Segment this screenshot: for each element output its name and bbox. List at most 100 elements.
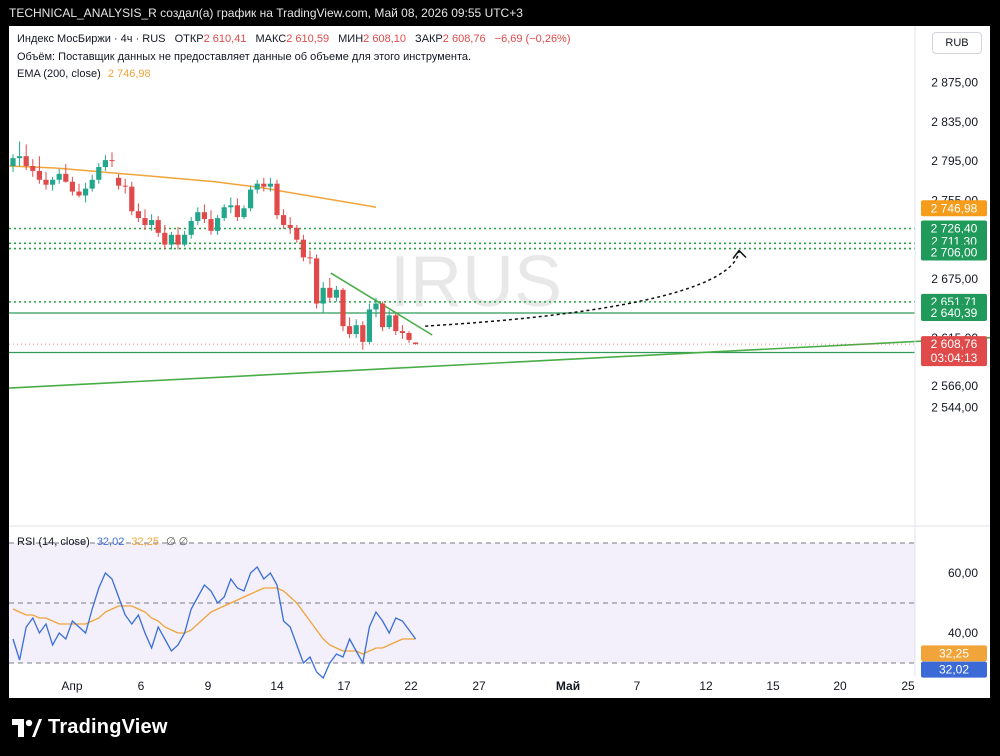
candle-body bbox=[10, 158, 16, 167]
last-price-tag-bg bbox=[921, 336, 987, 367]
candle-body bbox=[69, 181, 75, 192]
candle-body bbox=[360, 325, 366, 342]
candle-body bbox=[333, 289, 339, 298]
tradingview-logo-icon bbox=[12, 718, 42, 737]
legend-low-value: 2 608,10 bbox=[363, 33, 406, 45]
candle-body bbox=[228, 205, 234, 208]
footer-bar bbox=[0, 698, 1000, 756]
level-tag-2726-bg bbox=[921, 220, 987, 237]
candle-body bbox=[116, 177, 122, 186]
legend-ema-row[interactable]: EMA (200, close) 2 746,98 bbox=[17, 68, 151, 80]
candle-body bbox=[50, 179, 56, 185]
candle-body bbox=[208, 219, 214, 231]
legend-high-value: 2 610,59 bbox=[286, 33, 330, 45]
candle-body bbox=[287, 224, 293, 228]
chart-area[interactable]: IRUS 2 875,002 835,002 795,002 755,002 6… bbox=[9, 26, 990, 698]
legend-rsi-ma-value: 32,25 bbox=[131, 536, 159, 548]
candle-body bbox=[234, 205, 240, 218]
candle-body bbox=[380, 303, 386, 328]
rsi-layer bbox=[9, 542, 915, 680]
candle-body bbox=[327, 287, 333, 298]
price-axis-tick-label: 2 544,00 bbox=[931, 401, 978, 415]
legend-rsi-label: RSI (14, close) bbox=[17, 536, 90, 548]
last-price-tag: 2 608,76 bbox=[931, 337, 978, 351]
currency-button[interactable]: RUB bbox=[932, 32, 982, 54]
time-axis-tick-label: 20 bbox=[833, 679, 847, 693]
legend-close-label: ЗАКР bbox=[415, 33, 443, 45]
ema-price-tag-bg bbox=[921, 200, 987, 217]
candle-body bbox=[314, 258, 320, 304]
candle-body bbox=[17, 156, 23, 159]
time-axis-tick-label: 12 bbox=[699, 679, 713, 693]
candle-body bbox=[96, 166, 102, 180]
candle-body bbox=[109, 160, 115, 162]
candle-body bbox=[393, 315, 399, 332]
candle-body bbox=[201, 212, 207, 220]
price-tags-group: 2 746,982 726,402 711,302 706,002 651,71… bbox=[921, 200, 987, 678]
candle-body bbox=[221, 207, 227, 219]
time-axis-tick-label: 7 bbox=[634, 679, 641, 693]
rsi-tag-bg bbox=[921, 661, 987, 678]
candle-body bbox=[89, 179, 95, 189]
legend-change-value: −6,69 (−0,26%) bbox=[494, 33, 571, 45]
candle-body bbox=[102, 160, 108, 167]
rsi-line bbox=[12, 565, 417, 680]
legend-rsi-row[interactable]: RSI (14, close) 32,02 32,25 ∅ ∅ bbox=[17, 535, 188, 548]
candle-body bbox=[188, 221, 194, 235]
time-axis-tick-label: 27 bbox=[472, 679, 486, 693]
legend-open-label: ОТКР bbox=[174, 33, 204, 45]
rsi-axis-tick-label: 60,00 bbox=[948, 566, 978, 580]
candle-body bbox=[63, 173, 69, 182]
candle-body bbox=[241, 208, 247, 218]
level-tag-2640-bg bbox=[921, 305, 987, 322]
candle-body bbox=[347, 326, 353, 335]
rsi-ma-line bbox=[12, 587, 416, 655]
tradingview-logo-text: TradingView bbox=[48, 716, 168, 738]
candle-body bbox=[43, 179, 49, 185]
tradingview-logo[interactable]: TradingView bbox=[12, 716, 168, 739]
candle-body bbox=[300, 239, 306, 258]
time-axis-tick-label: Май bbox=[556, 679, 580, 693]
time-axis-tick-label: 6 bbox=[138, 679, 145, 693]
price-chart-svg[interactable]: IRUS 2 875,002 835,002 795,002 755,002 6… bbox=[9, 26, 990, 698]
candle-body bbox=[353, 325, 359, 335]
candle-body bbox=[399, 331, 405, 334]
legend-ohlc-row: Индекс МосБиржи · 4ч · RUS ОТКР2 610,41 … bbox=[17, 33, 571, 45]
legend-close-value: 2 608,76 bbox=[442, 33, 486, 45]
legend-volume-note: Объём: Поставщик данных не предоставляет… bbox=[17, 51, 472, 63]
candle-body bbox=[83, 188, 89, 196]
level-tag-2726: 2 726,40 bbox=[931, 221, 978, 235]
candle-body bbox=[195, 212, 201, 222]
candle-body bbox=[386, 315, 392, 328]
candle-body bbox=[254, 183, 260, 190]
candle-body bbox=[320, 287, 326, 304]
candle-body bbox=[56, 173, 62, 180]
candle-body bbox=[366, 309, 372, 342]
candle-body bbox=[413, 342, 419, 345]
price-axis-tick-label: 2 875,00 bbox=[931, 76, 978, 90]
time-axis-tick-label: 15 bbox=[766, 679, 780, 693]
ema-layer bbox=[9, 165, 377, 209]
candle-body bbox=[261, 183, 267, 187]
candle-body bbox=[30, 166, 36, 171]
candle-body bbox=[149, 220, 155, 225]
candle-body bbox=[281, 215, 287, 225]
legend-symbol: Индекс МосБиржи · 4ч · RUS bbox=[17, 33, 166, 45]
legend-ema-value: 2 746,98 bbox=[107, 68, 151, 80]
candles-group bbox=[9, 141, 915, 350]
candle-body bbox=[23, 156, 29, 167]
rsi-tag: 32,02 bbox=[939, 663, 969, 677]
candle-body bbox=[175, 234, 181, 245]
candle-body bbox=[155, 220, 161, 233]
candle-body bbox=[162, 232, 168, 245]
time-axis-tick-label: 17 bbox=[337, 679, 351, 693]
time-axis-tick-label: Апр bbox=[61, 679, 83, 693]
legend-high-label: МАКС bbox=[255, 33, 287, 45]
candle-body bbox=[248, 189, 254, 209]
legend-ema-label: EMA (200, close) bbox=[17, 68, 101, 80]
candle-body bbox=[76, 191, 82, 196]
candle-body bbox=[340, 289, 346, 327]
ema-price-tag: 2 746,98 bbox=[931, 201, 978, 215]
price-axis-tick-label: 2 835,00 bbox=[931, 115, 978, 129]
chart-author-title: TECHNICAL_ANALYSIS_R создал(а) график на… bbox=[9, 6, 523, 20]
